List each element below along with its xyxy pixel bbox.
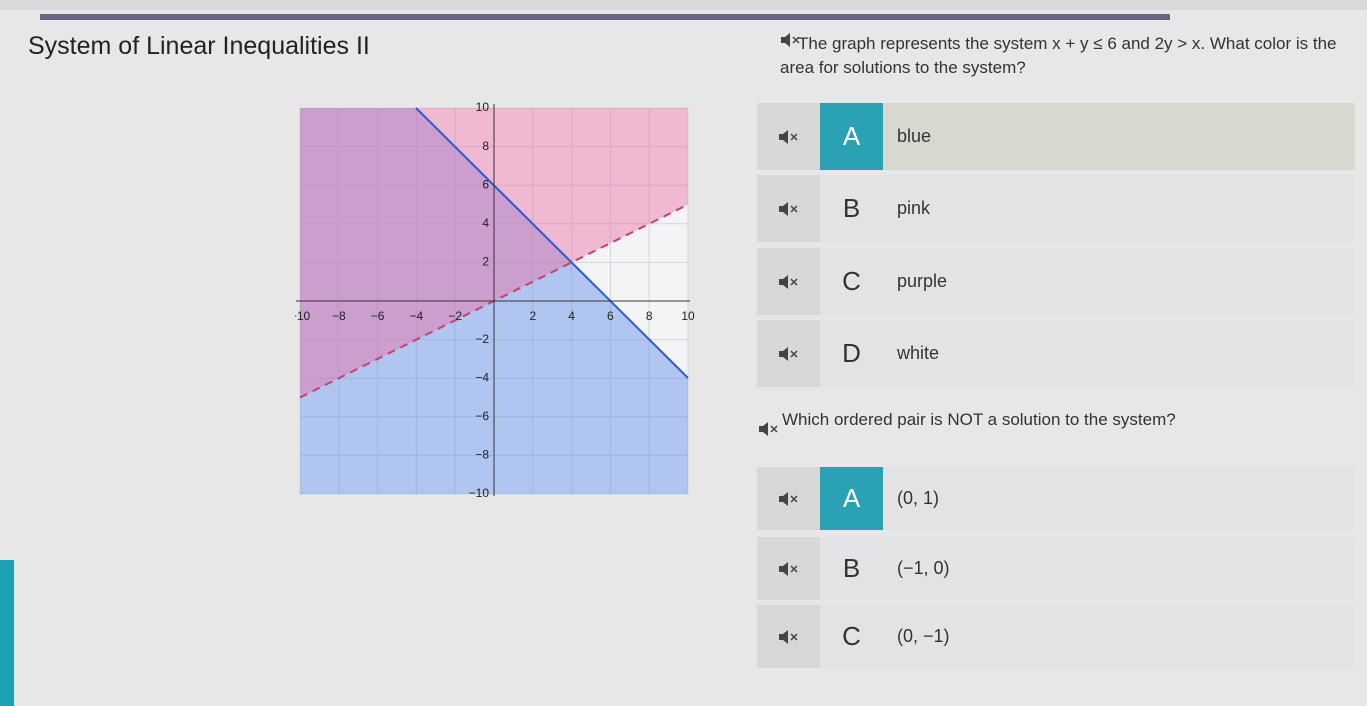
speaker-icon[interactable] xyxy=(778,274,800,289)
y-tick-label: −8 xyxy=(475,448,489,462)
option-letter: C xyxy=(842,266,861,296)
option-letter: B xyxy=(842,193,861,223)
question-text: Which ordered pair is NOT a solution to … xyxy=(782,410,1176,429)
y-tick-label: 6 xyxy=(482,177,489,191)
y-tick-label: 2 xyxy=(482,255,489,269)
speaker-icon[interactable] xyxy=(778,629,800,644)
speaker-button[interactable] xyxy=(757,467,820,530)
option-letter: C xyxy=(842,621,861,651)
speaker-button[interactable] xyxy=(757,605,820,668)
option-text: white xyxy=(897,343,940,363)
top-bar xyxy=(0,0,1367,10)
y-tick-label: −10 xyxy=(469,486,490,500)
y-tick-label: 10 xyxy=(476,100,490,114)
x-tick-label: −6 xyxy=(371,309,385,323)
y-tick-label: −4 xyxy=(475,370,489,384)
x-tick-label: 8 xyxy=(646,309,653,323)
x-tick-label: 2 xyxy=(529,309,536,323)
option-text: purple xyxy=(897,271,948,291)
side-strip xyxy=(0,560,14,706)
y-tick-label: −2 xyxy=(475,332,489,346)
page-title: System of Linear Inequalities II xyxy=(28,32,370,60)
x-tick-label: 4 xyxy=(568,309,575,323)
option-text: (0, −1) xyxy=(897,626,950,646)
y-tick-label: 8 xyxy=(482,139,489,153)
answer-option[interactable]: C (0, −1) xyxy=(757,605,1355,668)
speaker-icon[interactable] xyxy=(778,129,800,144)
x-tick-label: −10 xyxy=(295,309,311,323)
speaker-button[interactable] xyxy=(757,320,820,387)
speaker-icon[interactable] xyxy=(778,561,800,576)
option-text: (0, 1) xyxy=(897,488,940,508)
speaker-icon[interactable] xyxy=(778,201,800,216)
x-tick-label: 6 xyxy=(607,309,614,323)
option-text: (−1, 0) xyxy=(897,558,950,578)
option-text: blue xyxy=(897,126,932,146)
speaker-icon[interactable] xyxy=(778,491,800,506)
graph: −10 −8 −6 −4 −2 2 4 6 8 10 10 8 6 4 2 −2 −4 −6 −8 −10 xyxy=(295,100,695,500)
option-letter: A xyxy=(820,103,883,170)
x-tick-label: −2 xyxy=(448,309,462,323)
solid-boundary xyxy=(415,107,689,379)
speaker-button[interactable] xyxy=(757,175,820,242)
option-text: pink xyxy=(897,198,931,218)
x-tick-label: −4 xyxy=(410,309,424,323)
option-letter: D xyxy=(842,338,861,368)
question-text: The graph represents the system x + y ≤ … xyxy=(780,34,1337,77)
speaker-icon[interactable] xyxy=(780,33,802,47)
x-tick-label: 10 xyxy=(681,309,695,323)
speaker-button[interactable] xyxy=(757,248,820,315)
option-letter: A xyxy=(820,467,883,530)
speaker-button[interactable] xyxy=(757,103,820,170)
option-letter: B xyxy=(842,553,861,583)
x-tick-label: −8 xyxy=(332,309,346,323)
answer-option[interactable]: B (−1, 0) xyxy=(757,537,1355,600)
speaker-icon[interactable] xyxy=(778,346,800,361)
speaker-button[interactable] xyxy=(757,537,820,600)
y-tick-label: 4 xyxy=(482,216,489,230)
answer-option[interactable]: A (0, 1) xyxy=(757,467,1355,530)
y-tick-label: −6 xyxy=(475,409,489,423)
progress-line xyxy=(40,14,1170,20)
speaker-icon[interactable] xyxy=(758,422,780,436)
